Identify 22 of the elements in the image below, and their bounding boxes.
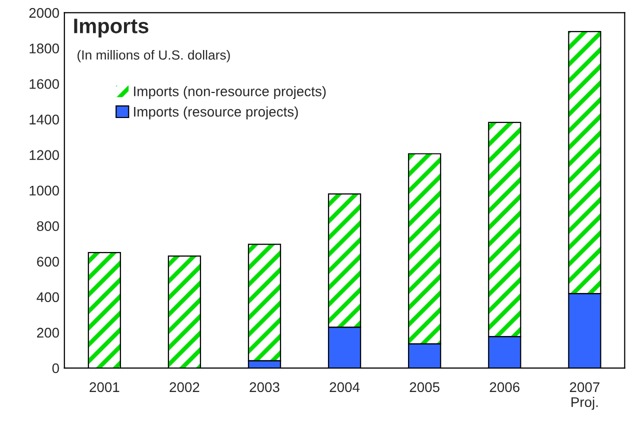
y-tick-label: 200 bbox=[37, 328, 59, 338]
y-tick-label: 400 bbox=[36, 292, 59, 302]
y-tick-label: 0 bbox=[52, 363, 59, 374]
legend-label: Imports (non-resource projects) bbox=[134, 86, 326, 100]
x-tick-label: 2003 bbox=[250, 382, 280, 392]
y-tick-label: 800 bbox=[36, 221, 59, 232]
y-tick-label: 600 bbox=[37, 256, 59, 267]
x-tick-label: 2006 bbox=[490, 382, 520, 392]
x-tick-label: 2002 bbox=[170, 382, 200, 392]
y-tick-label: 1800 bbox=[30, 44, 59, 54]
y-tick-label: 2000 bbox=[29, 8, 59, 18]
x-tick-label: 2001 bbox=[90, 382, 120, 392]
x-tick-label: 2007 Proj. bbox=[570, 382, 600, 410]
text: (In millions of U.S. dollars) bbox=[78, 50, 230, 62]
chart-title: Imports bbox=[74, 18, 148, 38]
legend-label: Imports (resource projects) bbox=[134, 106, 298, 120]
x-tick-label: 2005 bbox=[410, 382, 440, 392]
y-tick-label: 1600 bbox=[30, 79, 59, 89]
x-tick-label: 2004 bbox=[330, 382, 360, 392]
y-tick-label: 1000 bbox=[30, 186, 59, 196]
y-tick-label: 1200 bbox=[30, 150, 59, 160]
y-tick-label: 1400 bbox=[30, 114, 59, 124]
